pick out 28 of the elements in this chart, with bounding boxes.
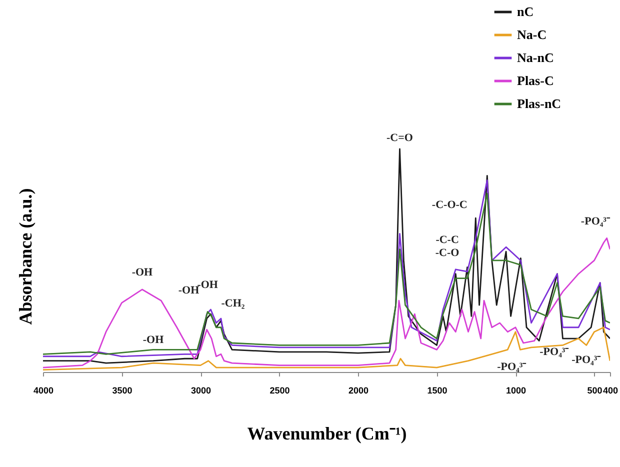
x-tick-label: 3000 bbox=[190, 386, 212, 396]
annotation: -C-C -C-O bbox=[435, 234, 460, 260]
x-tick-label: 2000 bbox=[348, 386, 369, 396]
x-tick-label: 2500 bbox=[270, 386, 290, 396]
annotation: -C=O bbox=[386, 132, 414, 144]
x-tick-label: 400 bbox=[602, 386, 618, 396]
legend-label: Plas-C bbox=[517, 73, 554, 88]
x-tick-label: 500 bbox=[587, 386, 602, 396]
x-axis-title: Wavenumber (Cm⁻¹) bbox=[247, 424, 407, 444]
annotation: -C-O-C bbox=[432, 199, 468, 212]
annotation: -PO₄³⁻ bbox=[497, 361, 527, 374]
x-tick-label: 1500 bbox=[427, 386, 448, 396]
legend-label: nC bbox=[517, 4, 534, 19]
annotation: -OH bbox=[178, 284, 200, 297]
legend-label: Na-C bbox=[517, 27, 547, 42]
x-tick-label: 3500 bbox=[112, 386, 132, 396]
x-tick-label: 4000 bbox=[33, 386, 54, 396]
legend-label: Plas-nC bbox=[517, 96, 562, 111]
x-tick-label: 1000 bbox=[506, 386, 526, 396]
annotation: -OH bbox=[132, 266, 154, 278]
annotation: -PO₄³⁻ bbox=[540, 346, 570, 358]
annotation: -PO₄³⁻ bbox=[580, 216, 610, 228]
annotation: -OH bbox=[142, 334, 164, 346]
y-axis-title: Absorbance (a.u.) bbox=[16, 188, 36, 325]
legend-label: Na-nC bbox=[517, 50, 554, 65]
annotation: -PO₄³⁻ bbox=[572, 354, 602, 366]
annotation: -CH₂ bbox=[221, 297, 246, 310]
annotation: -OH bbox=[197, 278, 218, 291]
